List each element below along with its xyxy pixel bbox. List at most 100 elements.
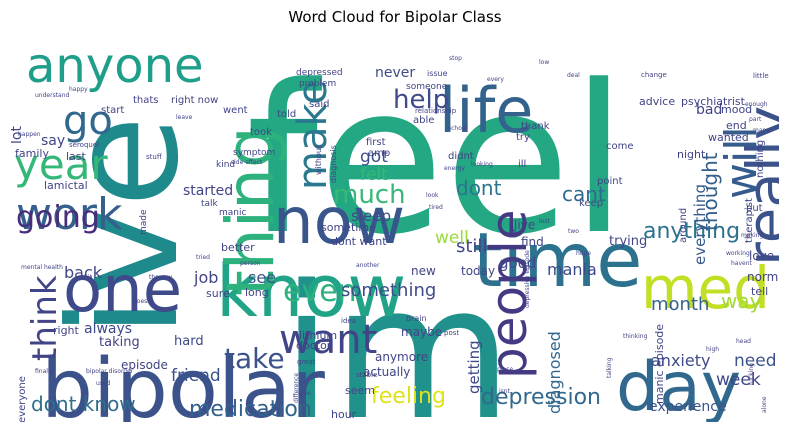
word-month: month	[651, 294, 709, 315]
word-find: find	[521, 235, 544, 249]
word-idea: idea	[341, 317, 356, 325]
word-dont: dont	[456, 176, 502, 200]
word-around: around	[678, 208, 689, 243]
word-seem: seem	[345, 384, 375, 397]
word-energy: energy	[444, 165, 465, 172]
word-stuff: stuff	[146, 153, 162, 161]
word-anything: anything	[643, 219, 740, 244]
word-thinking: thinking	[623, 333, 648, 340]
word-people: people	[480, 210, 538, 379]
word-normal: normal	[747, 270, 779, 284]
word-working: working	[726, 250, 750, 257]
word-see: see	[248, 268, 276, 287]
word-think: think	[25, 275, 65, 361]
word-never: never	[375, 65, 415, 81]
word-back: back	[64, 263, 103, 282]
word-two: two	[568, 228, 579, 235]
word-year: year	[14, 140, 108, 189]
word-school: school	[448, 125, 468, 132]
word-shit: shit	[81, 274, 93, 281]
word-lamictal: lamictal	[44, 179, 88, 192]
word-low: low	[539, 59, 549, 66]
word-bipolar: bipolar	[41, 342, 325, 422]
word-day: day	[616, 348, 741, 422]
word-mania: mania	[547, 260, 597, 279]
word-kind: kind	[216, 160, 235, 170]
word-nothing: nothing	[755, 140, 766, 178]
word-lot: lot	[11, 126, 25, 144]
word-mood: mood	[721, 103, 752, 116]
word-alone: alone	[761, 396, 768, 413]
word-place: place	[497, 366, 513, 373]
word-look: look	[426, 192, 439, 199]
word-thats: thats	[133, 95, 159, 106]
word-brain: brain	[406, 314, 427, 323]
word-part: part	[749, 116, 762, 123]
word-tried: tried	[196, 254, 210, 261]
word-maybe: maybe	[401, 325, 442, 339]
word-finally: finally	[35, 368, 54, 375]
word-right-now: right now	[171, 95, 218, 106]
word-told: told	[277, 109, 296, 120]
word-live: live	[514, 218, 535, 232]
word-started: started	[183, 183, 233, 199]
word-feel: feel	[246, 42, 627, 280]
word-cloud-area: feel im ive bipolar life time know day thing now o…	[11, 33, 779, 422]
word-hope: hope	[576, 250, 591, 257]
word-experience: experience	[649, 399, 727, 415]
word-hard: hard	[174, 334, 204, 349]
word-dont-want: dont want	[331, 235, 387, 248]
word-put: put	[746, 203, 763, 214]
word-doesnt: doesnt	[133, 298, 154, 305]
word-come: come	[606, 141, 634, 152]
word-take: take	[224, 342, 285, 375]
word-give: give	[298, 390, 311, 397]
word-today: today	[461, 264, 495, 278]
word-change: change	[641, 71, 667, 79]
word-family: family	[15, 147, 49, 160]
word-know: know	[216, 249, 406, 333]
word-tell: tell	[751, 285, 768, 298]
word-life: life	[439, 74, 533, 147]
word-used: used	[96, 380, 111, 387]
word-friend: friend	[171, 366, 221, 386]
word-understand: understand	[35, 92, 70, 99]
word-advice: advice	[639, 95, 675, 108]
word-always: always	[84, 321, 132, 337]
word-sometime: sometime	[321, 221, 376, 234]
word-doctor: doctor	[296, 339, 332, 352]
word-leave: leave	[176, 114, 193, 121]
word-dont-know: dont know	[31, 392, 136, 416]
word-say: say	[41, 133, 65, 149]
word-relationship: relationship	[415, 107, 457, 115]
word-work: work	[16, 189, 123, 240]
word-felt: felt	[360, 165, 388, 185]
word-havent: havent	[731, 260, 753, 267]
word-problem: problem	[299, 79, 336, 89]
word-thought: thought	[698, 152, 722, 231]
word-start: start	[101, 105, 124, 116]
word-now: now	[273, 185, 405, 259]
word-getting: getting	[465, 340, 483, 394]
word-thank: thank	[521, 121, 550, 132]
word-went: went	[223, 105, 248, 116]
word-anxiety: anxiety	[651, 351, 710, 370]
word-person: person	[240, 260, 261, 267]
word-feeling: feeling	[371, 384, 446, 409]
word-diagnosis: diagnosis	[329, 145, 338, 183]
word-therapist: therapist	[744, 198, 755, 243]
word-right: right	[53, 324, 80, 337]
word-even: even	[283, 274, 357, 309]
word-episode: episode	[121, 358, 168, 372]
word-diagnosed: diagnosed	[545, 331, 564, 414]
word-point: point	[597, 176, 623, 187]
word-want: want	[279, 317, 377, 363]
word-make: make	[290, 80, 336, 190]
word-one: one	[63, 253, 182, 327]
word-stable: stable	[356, 371, 377, 379]
word-anymore: anymore	[375, 350, 428, 364]
word-week: week	[716, 370, 761, 390]
word-happen: happen	[18, 131, 41, 138]
word-able: able	[413, 115, 434, 126]
